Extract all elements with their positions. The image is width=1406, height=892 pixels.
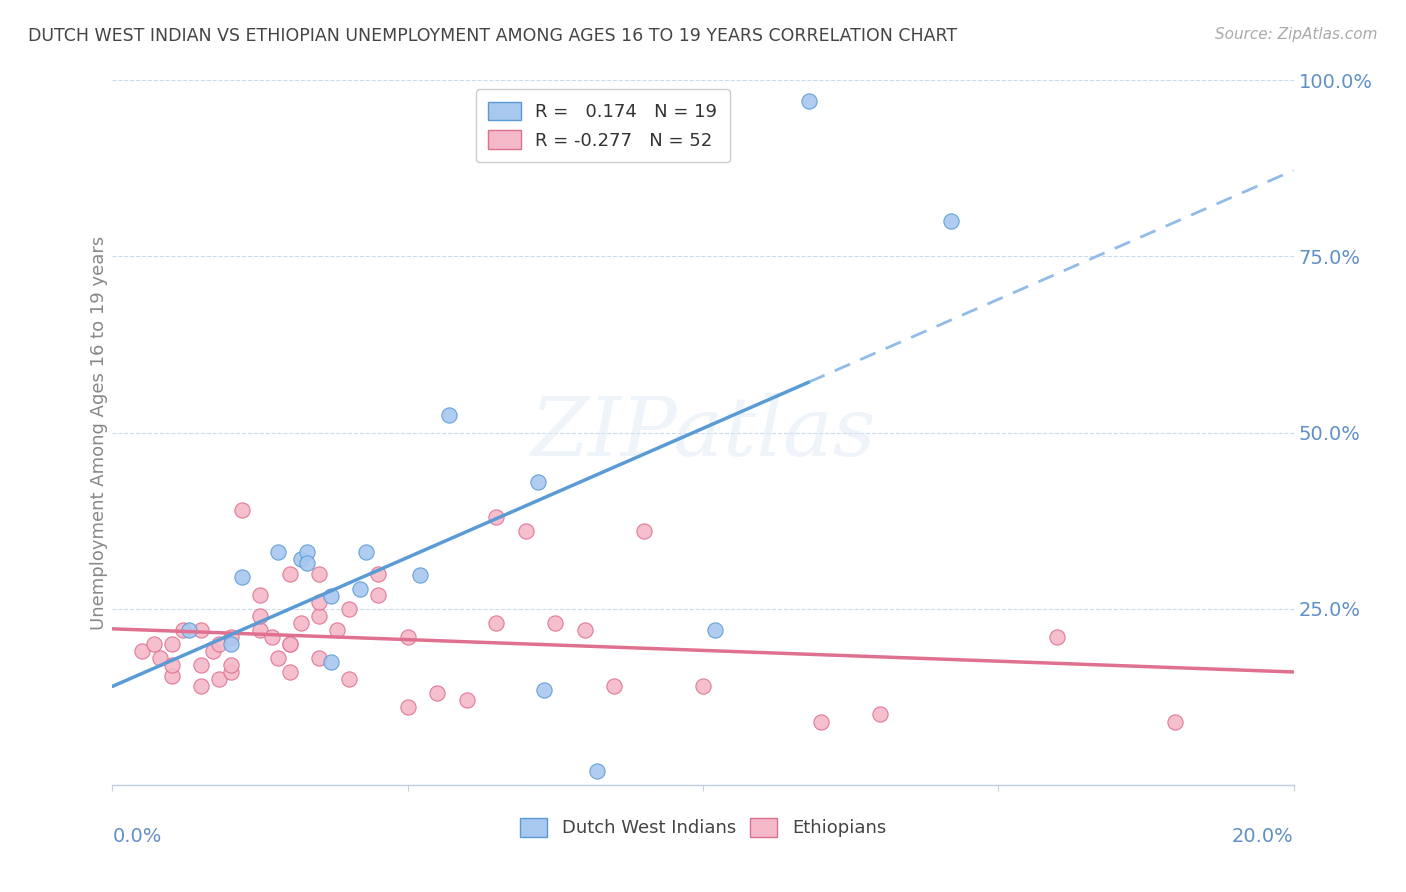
Point: [515, 524, 537, 539]
Point: [810, 714, 832, 729]
Text: DUTCH WEST INDIAN VS ETHIOPIAN UNEMPLOYMENT AMONG AGES 16 TO 19 YEARS CORRELATIO: DUTCH WEST INDIAN VS ETHIOPIAN UNEMPLOYM…: [28, 27, 957, 45]
Point: [308, 595, 330, 609]
Point: [208, 673, 231, 687]
Point: [437, 408, 460, 422]
Point: [485, 615, 508, 630]
Point: [1046, 630, 1069, 644]
Point: [485, 510, 508, 524]
Point: [190, 679, 212, 693]
Point: [290, 552, 312, 566]
Point: [692, 679, 714, 693]
Point: [208, 637, 231, 651]
Point: [544, 615, 567, 630]
Point: [308, 608, 330, 623]
Text: ZIPatlas: ZIPatlas: [530, 392, 876, 473]
Point: [297, 545, 319, 559]
Point: [939, 214, 962, 228]
Point: [633, 524, 655, 539]
Point: [278, 665, 301, 680]
Point: [456, 693, 478, 707]
Point: [190, 658, 212, 673]
Point: [290, 615, 312, 630]
Point: [249, 608, 271, 623]
Point: [603, 679, 626, 693]
Point: [297, 556, 319, 570]
Point: [396, 700, 419, 714]
Point: [219, 665, 242, 680]
Point: [408, 568, 430, 582]
Legend: Dutch West Indians, Ethiopians: Dutch West Indians, Ethiopians: [510, 809, 896, 847]
Y-axis label: Unemployment Among Ages 16 to 19 years: Unemployment Among Ages 16 to 19 years: [90, 235, 108, 630]
Point: [1164, 714, 1187, 729]
Point: [367, 566, 389, 581]
Point: [231, 503, 253, 517]
Point: [278, 566, 301, 581]
Point: [160, 669, 183, 683]
Point: [574, 623, 596, 637]
Point: [396, 630, 419, 644]
Point: [142, 637, 165, 651]
Point: [249, 588, 271, 602]
Point: [426, 686, 449, 700]
Text: 20.0%: 20.0%: [1232, 827, 1294, 846]
Point: [799, 95, 821, 109]
Point: [149, 651, 172, 665]
Point: [278, 637, 301, 651]
Point: [308, 651, 330, 665]
Point: [367, 588, 389, 602]
Point: [172, 623, 194, 637]
Point: [526, 475, 548, 489]
Point: [703, 623, 725, 637]
Point: [326, 623, 349, 637]
Point: [131, 644, 153, 658]
Point: [319, 655, 342, 669]
Point: [201, 644, 224, 658]
Point: [219, 658, 242, 673]
Point: [260, 630, 283, 644]
Point: [308, 566, 330, 581]
Point: [267, 651, 290, 665]
Point: [219, 637, 242, 651]
Point: [585, 764, 607, 778]
Point: [190, 623, 212, 637]
Point: [337, 601, 360, 615]
Text: 0.0%: 0.0%: [112, 827, 162, 846]
Point: [337, 673, 360, 687]
Point: [219, 630, 242, 644]
Point: [278, 637, 301, 651]
Point: [231, 570, 253, 584]
Point: [249, 623, 271, 637]
Text: Source: ZipAtlas.com: Source: ZipAtlas.com: [1215, 27, 1378, 42]
Point: [267, 545, 290, 559]
Point: [160, 637, 183, 651]
Point: [160, 658, 183, 673]
Point: [319, 589, 342, 603]
Point: [356, 545, 378, 559]
Point: [869, 707, 891, 722]
Point: [349, 582, 371, 596]
Point: [533, 682, 555, 697]
Point: [179, 623, 201, 637]
